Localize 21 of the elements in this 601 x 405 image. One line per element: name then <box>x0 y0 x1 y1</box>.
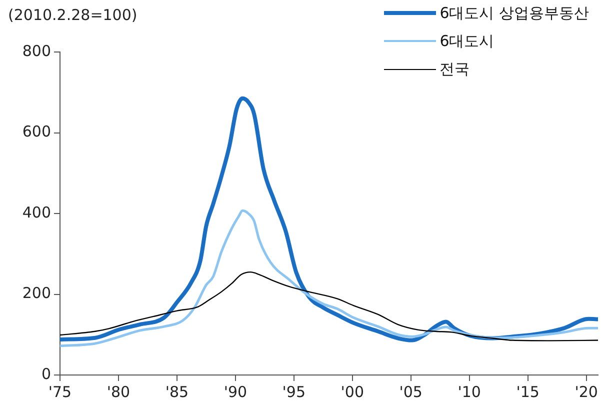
legend-label: 6대도시 <box>440 32 494 50</box>
y-axis-title: (2010.2.28=100) <box>8 6 138 24</box>
x-tick-label: '05 <box>399 382 422 401</box>
line-series <box>60 209 598 348</box>
x-tick-label: '95 <box>282 382 306 401</box>
legend-label: 6대도시 상업용부동산 <box>440 4 589 22</box>
x-tick-label: '80 <box>106 382 130 401</box>
y-tick-label: 600 <box>22 122 51 141</box>
line-series <box>60 271 598 342</box>
y-tick-label: 800 <box>22 42 51 60</box>
x-tick-label: '75 <box>48 382 72 401</box>
x-tick-label: '10 <box>458 382 481 401</box>
y-tick-label: 200 <box>22 284 51 302</box>
x-tick-label: '90 <box>224 382 248 401</box>
x-tick-label: '15 <box>516 382 540 401</box>
legend-label: 전국 <box>440 60 470 78</box>
x-tick-label: '00 <box>340 382 364 401</box>
y-tick-label: 0 <box>41 364 51 383</box>
y-tick-label: 400 <box>22 203 51 222</box>
x-tick-label: '20 <box>574 382 598 401</box>
x-tick-label: '85 <box>165 382 189 401</box>
